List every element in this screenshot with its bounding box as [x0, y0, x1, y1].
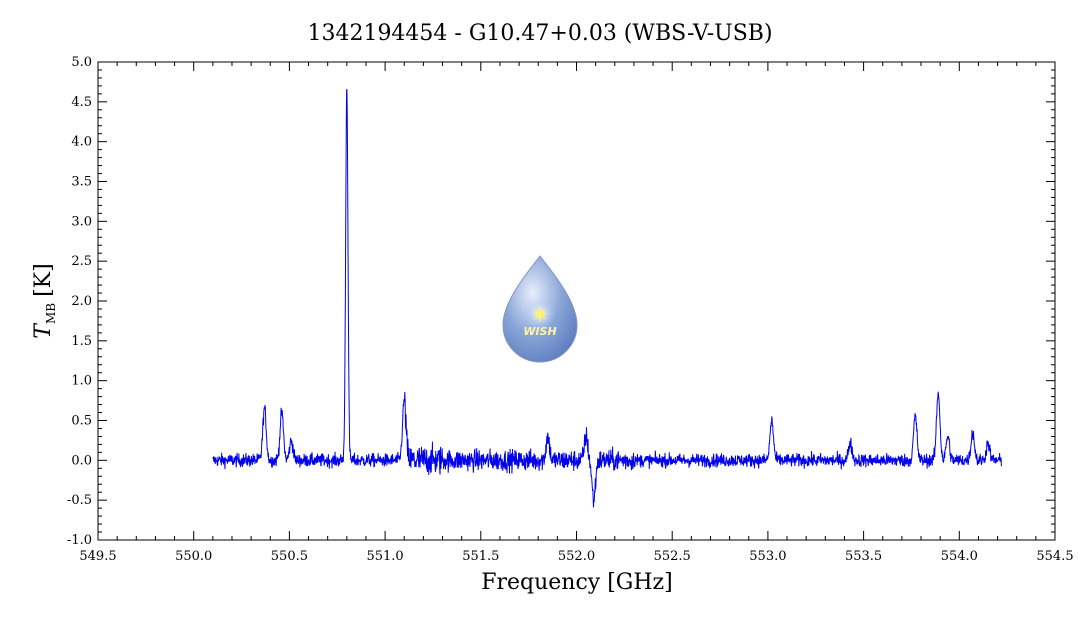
- y-axis-label: TMB [K]: [31, 263, 58, 338]
- y-axis-label-unit: [K]: [31, 263, 56, 297]
- spectrum-line: [212, 88, 1002, 508]
- wish-logo: WISH: [502, 255, 578, 363]
- x-axis-label: Frequency [GHz]: [481, 570, 673, 595]
- y-tick-label: -0.5: [67, 493, 92, 508]
- x-tick-label: 552.5: [654, 549, 691, 564]
- star-icon: [531, 305, 549, 323]
- y-tick-label: 1.0: [71, 374, 92, 389]
- y-tick-label: 0.5: [71, 414, 92, 429]
- y-tick-label: 4.0: [71, 135, 92, 150]
- x-tick-label: 553.5: [845, 549, 882, 564]
- y-tick-label: 0.0: [71, 453, 92, 468]
- logo-text: WISH: [523, 325, 556, 338]
- x-tick-label: 550.0: [175, 549, 212, 564]
- svg-text:TMB[K]: TMB [K]: [31, 263, 58, 338]
- x-tick-label: 553.0: [749, 549, 786, 564]
- y-tick-label: 3.5: [71, 175, 92, 190]
- x-tick-label: 552.0: [558, 549, 595, 564]
- y-axis-label-main: T: [31, 322, 56, 339]
- x-tick-label: 550.5: [271, 549, 308, 564]
- x-tick-label: 554.0: [941, 549, 978, 564]
- x-tick-label: 554.5: [1036, 549, 1073, 564]
- y-tick-label: 4.5: [71, 95, 92, 110]
- y-tick-label: -1.0: [67, 533, 92, 548]
- x-tick-label: 551.0: [366, 549, 403, 564]
- y-tick-label: 2.0: [71, 294, 92, 309]
- y-tick-label: 5.0: [71, 55, 92, 70]
- y-tick-label: 1.5: [71, 334, 92, 349]
- y-tick-label: 2.5: [71, 254, 92, 269]
- x-tick-label: 549.5: [79, 549, 116, 564]
- x-tick-label: 551.5: [462, 549, 499, 564]
- ticks-layer: 549.5 550.0 550.5 551.0 551.5 552.0 552.5 553.0…: [67, 55, 1074, 564]
- y-tick-label: 3.0: [71, 214, 92, 229]
- chart-title: 1342194454 - G10.47+0.03 (WBS-V-USB): [307, 21, 772, 46]
- plot-frame: [97, 61, 1056, 541]
- y-axis-label-sub: MB: [44, 303, 58, 324]
